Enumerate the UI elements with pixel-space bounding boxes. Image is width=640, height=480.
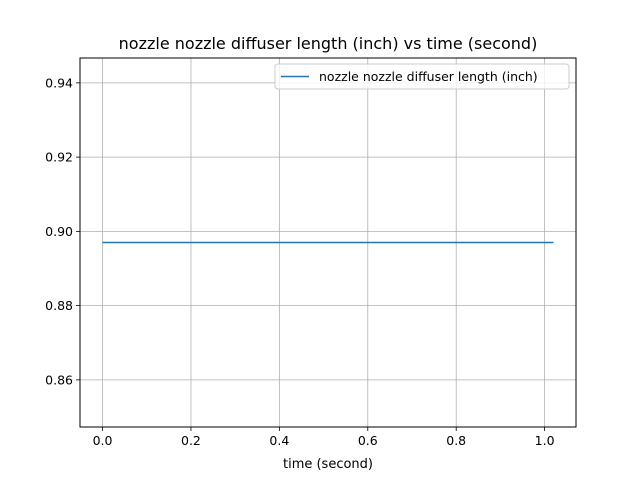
y-tick-label: 0.90 [45,224,73,239]
y-ticks: 0.86 0.88 0.90 0.92 0.94 [45,75,80,387]
y-tick-label: 0.86 [45,372,73,387]
legend-label: nozzle nozzle diffuser length (inch) [319,69,538,84]
x-tick-label: 0.2 [181,433,201,448]
x-tick-label: 0.4 [269,433,289,448]
x-tick-label: 0.8 [446,433,466,448]
x-tick-label: 0.6 [358,433,378,448]
chart-title: nozzle nozzle diffuser length (inch) vs … [119,34,538,53]
x-tick-label: 0.0 [93,433,113,448]
y-tick-label: 0.92 [45,150,73,165]
y-tick-label: 0.94 [45,75,73,90]
y-tick-label: 0.88 [45,298,73,313]
plot-frame [79,57,577,428]
legend: nozzle nozzle diffuser length (inch) [274,63,570,90]
x-ticks: 0.0 0.2 0.4 0.6 0.8 1.0 [93,427,555,448]
x-tick-label: 1.0 [535,433,555,448]
legend-box [274,63,570,90]
x-axis-title: time (second) [283,457,373,472]
